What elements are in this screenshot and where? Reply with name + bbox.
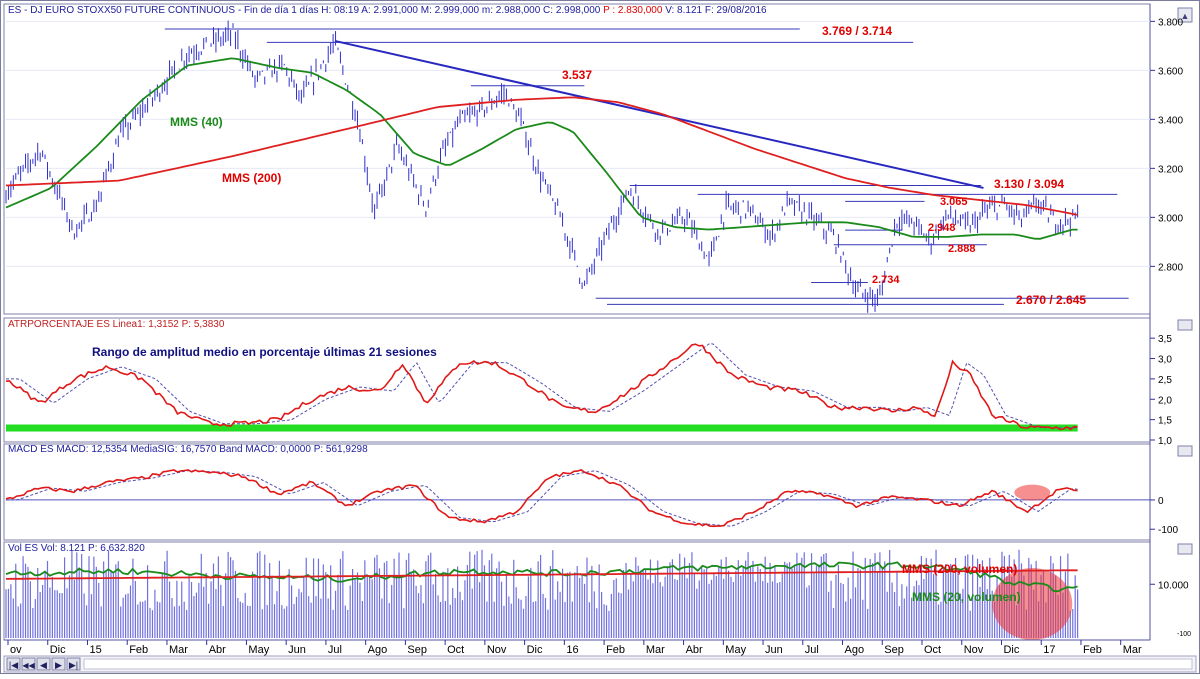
x-tick-label: 17 <box>1043 644 1055 656</box>
x-tick-label: Jun <box>288 644 306 656</box>
price-header: ES - DJ EURO STOXX50 FUTURE CONTINUOUS -… <box>8 5 767 16</box>
price-ytick-label: 3.200 <box>1158 164 1183 175</box>
atr-ytick-label: 2,5 <box>1158 375 1172 386</box>
atr-note: Rango de amplitud medio en porcentaje úl… <box>92 345 437 359</box>
macd-panel-scroll[interactable] <box>1177 445 1193 457</box>
atr-plot: 3,5 3,0 2,5 2,0 1,5 1,0 <box>5 334 1172 447</box>
volume-panel-scroll[interactable] <box>1177 543 1193 555</box>
axes: ov Dic 15 Feb Mar Abr May Jun Jul Ago Sep Oct Nov Dic… <box>4 639 1150 656</box>
price-ytick-label: 3.800 <box>1158 17 1183 28</box>
nav-scrollbar[interactable] <box>83 658 1193 670</box>
macd-highlight <box>1014 484 1051 501</box>
x-tick-label: Oct <box>447 644 464 656</box>
x-tick-label: Feb <box>129 644 148 656</box>
vol-mms200-label: MMS (200, volumen) <box>902 562 1017 576</box>
vol-mms20-line <box>5 561 1078 593</box>
x-tick-label: Jun <box>765 644 783 656</box>
nav-next-button[interactable]: ▶ <box>51 657 66 671</box>
skip-start-icon: |◀ <box>9 660 18 670</box>
atr-ytick-label: 3,0 <box>1158 355 1172 366</box>
fast-back-icon: ◀◀ <box>22 661 35 670</box>
x-tick-label: Mar <box>1123 644 1142 656</box>
x-tick-label: Nov <box>487 644 507 656</box>
volume-header: Vol ES Vol: 8.121 P: 6.632.820 <box>8 543 145 554</box>
macd-ytick-label: -100 <box>1158 525 1178 536</box>
atr-panel-scroll[interactable] <box>1177 319 1193 331</box>
x-tick-label: Feb <box>1083 644 1102 656</box>
price-ytick-label: 3.000 <box>1158 213 1183 224</box>
forward-icon: ▶ <box>55 660 62 670</box>
x-tick-label: 16 <box>566 644 578 656</box>
back-icon: ◀ <box>40 660 47 670</box>
up-arrow-icon: ▲ <box>1181 11 1190 21</box>
macd-header: MACD ES MACD: 12,5354 MediaSIG: 16,7570 … <box>8 444 368 455</box>
x-tick-label: Sep <box>407 644 427 656</box>
atr-green-band <box>6 424 1078 432</box>
support-label-3: 2.734 <box>872 274 900 286</box>
x-tick-label: May <box>725 644 746 656</box>
x-tick-label: 15 <box>89 644 101 656</box>
atr-ytick-label: 1,0 <box>1158 436 1172 447</box>
x-tick-label: Ago <box>368 644 388 656</box>
x-tick-label: Dic <box>527 644 543 656</box>
vol-ytick-label: 10.000 <box>1158 580 1189 591</box>
atr-ytick-label: 2,0 <box>1158 395 1172 406</box>
resistance-label-4: 3.065 <box>940 196 968 208</box>
nav-first-button[interactable]: |◀ <box>6 657 21 671</box>
x-tick-label: Nov <box>964 644 984 656</box>
nav-prev-button[interactable]: ◀ <box>36 657 51 671</box>
x-tick-label: Sep <box>884 644 904 656</box>
vol-mms200-line <box>5 569 1078 580</box>
volume-plot: 10.000 -100 <box>5 549 1191 640</box>
nav-last-button[interactable]: ▶| <box>66 657 81 671</box>
mms200-label: MMS (200) <box>222 171 281 185</box>
resistance-label-2: 3.537 <box>562 68 592 82</box>
x-tick-label: Feb <box>606 644 625 656</box>
atr-line <box>5 343 1078 431</box>
volume-highlight <box>992 568 1073 640</box>
atr-header: ATRPORCENTAJE ES Linea1: 1,3152 P: 5,383… <box>8 319 225 330</box>
support-label-1: 2.948 <box>928 222 956 234</box>
x-tick-label: Jul <box>805 644 819 656</box>
price-ytick-label: 3.400 <box>1158 115 1183 126</box>
support-label-2: 2.888 <box>948 243 976 255</box>
atr-ytick-label: 1,5 <box>1158 416 1172 427</box>
vol-ytick-small: -100 <box>1177 631 1191 638</box>
mms200-line <box>5 96 1078 216</box>
x-tick-label: Dic <box>50 644 66 656</box>
macd-ytick-label: 0 <box>1158 496 1164 507</box>
mms40-label: MMS (40) <box>170 115 223 129</box>
resistance-label-3: 3.130 / 3.094 <box>994 177 1064 191</box>
atr-ytick-label: 3,5 <box>1158 334 1172 345</box>
macd-line <box>5 469 1078 528</box>
x-tick-label: ov <box>10 644 22 656</box>
x-tick-label: Dic <box>1003 644 1019 656</box>
nav-prev-fast-button[interactable]: ◀◀ <box>21 657 36 671</box>
x-tick-label: Ago <box>845 644 865 656</box>
x-tick-label: May <box>248 644 269 656</box>
x-tick-label: Abr <box>686 644 703 656</box>
macd-plot: 0 -100 <box>5 469 1178 536</box>
x-tick-label: Oct <box>924 644 941 656</box>
support-label-4: 2.670 / 2.645 <box>1016 293 1086 307</box>
price-ytick-label: 3.600 <box>1158 66 1183 77</box>
x-tick-label: Abr <box>209 644 226 656</box>
trend-line <box>334 39 984 189</box>
x-tick-label: Jul <box>328 644 342 656</box>
skip-end-icon: ▶| <box>69 660 78 670</box>
resistance-label-1: 3.769 / 3.714 <box>822 24 892 38</box>
price-ytick-label: 2.800 <box>1158 262 1183 273</box>
vol-mms20-label: MMS (20, volumen) <box>912 590 1021 604</box>
atr-signal-line <box>6 342 1078 429</box>
price-plot: 3.800 3.600 3.400 3.200 3.000 2.800 <box>5 17 1183 313</box>
price-panel-scroll[interactable]: ▲ <box>1177 7 1193 23</box>
x-tick-label: Mar <box>169 644 188 656</box>
x-tick-label: Mar <box>646 644 665 656</box>
mms40-line <box>5 57 1078 240</box>
